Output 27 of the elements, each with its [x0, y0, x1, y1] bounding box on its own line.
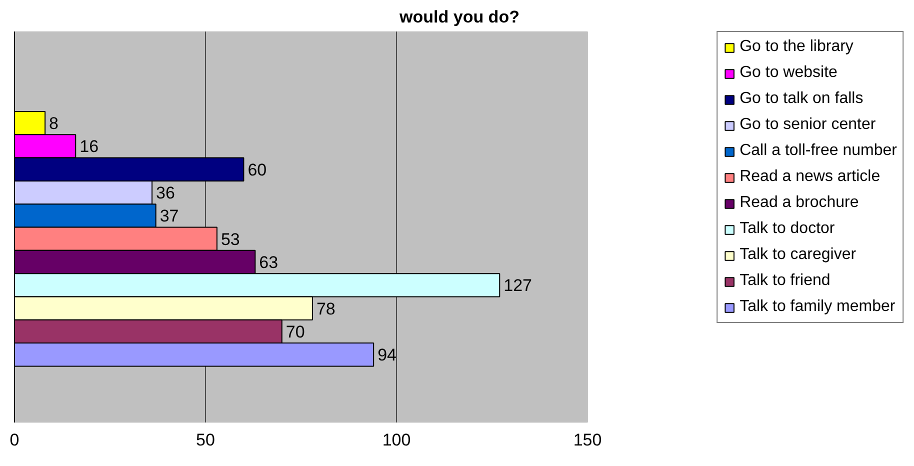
x-tick-label: 100 — [382, 430, 411, 450]
data-label: 127 — [504, 276, 532, 296]
data-label: 94 — [378, 346, 396, 365]
legend-label: Talk to caregiver — [740, 246, 856, 264]
legend-label: Go to website — [740, 64, 838, 82]
data-label: 53 — [220, 230, 240, 249]
x-tick-label: 150 — [573, 430, 602, 450]
legend-label: Go to the library — [740, 38, 854, 56]
data-label: 16 — [80, 137, 99, 156]
chart-title: would you do? — [398, 8, 520, 26]
x-tick-label: 0 — [10, 430, 20, 450]
legend-label: Go to senior center — [740, 116, 876, 134]
data-label: 60 — [248, 160, 267, 180]
legend-label: Read a brochure — [740, 194, 859, 212]
legend-label: Call a toll-free number — [740, 142, 897, 160]
data-label: 78 — [316, 299, 336, 318]
data-label: 70 — [286, 322, 305, 342]
data-label: 63 — [259, 253, 278, 272]
legend-label: Talk to friend — [740, 272, 830, 290]
data-label: 36 — [156, 184, 175, 203]
legend-label: Read a news article — [740, 168, 880, 186]
data-label: 8 — [49, 114, 59, 134]
legend-label: Talk to family member — [740, 298, 896, 316]
legend-label: Go to talk on falls — [740, 90, 864, 108]
data-label: 37 — [160, 206, 179, 226]
x-tick-label: 50 — [196, 430, 215, 450]
legend-label: Talk to doctor — [740, 220, 835, 238]
